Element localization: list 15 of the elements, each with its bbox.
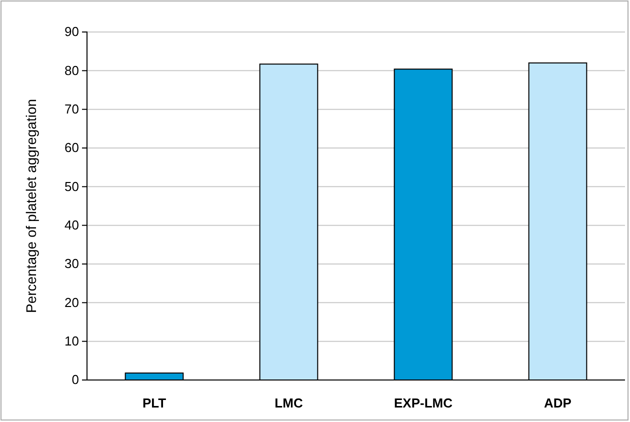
y-tick-label: 0 [72,372,79,388]
y-tick-label: 10 [64,333,79,348]
y-tick-label: 40 [64,217,79,232]
y-tick-label: 50 [64,178,79,194]
y-tick-label: 20 [64,294,79,310]
y-tick-label: 70 [64,101,79,116]
y-tick-label: 80 [64,62,79,78]
y-tick-label: 30 [64,256,79,272]
y-tick-label: 60 [64,140,79,156]
y-tick-label: 90 [64,24,79,40]
y-axis-title: Percentage of platelet aggregation [23,98,39,314]
x-tick-label: ADP [544,396,572,411]
x-tick-label: EXP-LMC [394,396,454,411]
x-tick-label: LMC [274,396,304,411]
x-tick-label: PLT [142,396,166,411]
